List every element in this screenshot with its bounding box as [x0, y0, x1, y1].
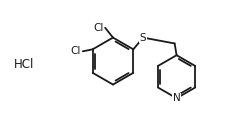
Text: Cl: Cl	[71, 46, 81, 56]
Text: N: N	[173, 93, 180, 103]
Text: Cl: Cl	[93, 23, 104, 33]
Text: HCl: HCl	[14, 58, 34, 71]
Text: S: S	[140, 33, 146, 43]
